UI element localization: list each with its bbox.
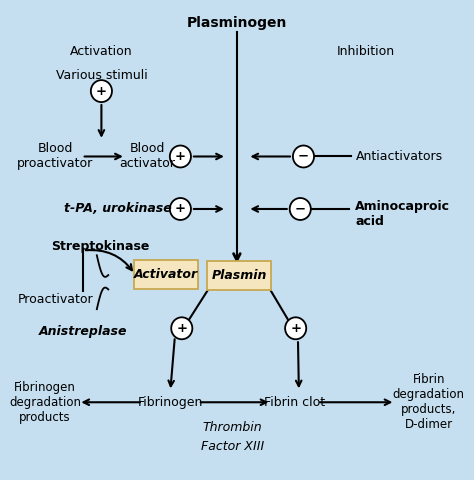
Circle shape (293, 145, 314, 168)
Text: Inhibition: Inhibition (337, 45, 394, 58)
Text: +: + (175, 150, 186, 163)
Text: +: + (175, 203, 186, 216)
Text: Fibrin clot: Fibrin clot (264, 396, 325, 409)
Circle shape (171, 317, 192, 339)
Text: Fibrinogen: Fibrinogen (137, 396, 203, 409)
Circle shape (285, 317, 306, 339)
Circle shape (91, 80, 112, 102)
Text: +: + (176, 322, 187, 335)
Text: Proactivator: Proactivator (18, 293, 93, 306)
Text: +: + (290, 322, 301, 335)
Text: Factor XIII: Factor XIII (201, 440, 264, 453)
Text: Various stimuli: Various stimuli (55, 69, 147, 82)
Text: Activation: Activation (70, 45, 133, 58)
Text: Activator: Activator (134, 268, 198, 281)
Text: Blood
proactivator: Blood proactivator (18, 143, 93, 170)
Text: −: − (295, 203, 306, 216)
Text: Antiactivators: Antiactivators (356, 150, 443, 163)
Text: Plasmin: Plasmin (211, 269, 267, 282)
Text: Plasminogen: Plasminogen (187, 16, 287, 30)
FancyBboxPatch shape (207, 262, 271, 290)
Circle shape (170, 145, 191, 168)
Text: −: − (298, 150, 309, 163)
Text: Anistreplase: Anistreplase (39, 325, 128, 338)
Text: Fibrin
degradation
products,
D-dimer: Fibrin degradation products, D-dimer (393, 373, 465, 431)
FancyBboxPatch shape (134, 260, 198, 288)
Circle shape (290, 198, 311, 220)
Text: Fibrinogen
degradation
products: Fibrinogen degradation products (9, 381, 81, 424)
Text: +: + (96, 84, 107, 97)
Text: Streptokinase: Streptokinase (51, 240, 149, 252)
Text: Aminocaproic
acid: Aminocaproic acid (356, 200, 450, 228)
Text: Blood
activator: Blood activator (119, 143, 175, 170)
Text: Thrombin: Thrombin (202, 420, 262, 433)
Text: t-PA, urokinase: t-PA, urokinase (64, 203, 172, 216)
Circle shape (170, 198, 191, 220)
